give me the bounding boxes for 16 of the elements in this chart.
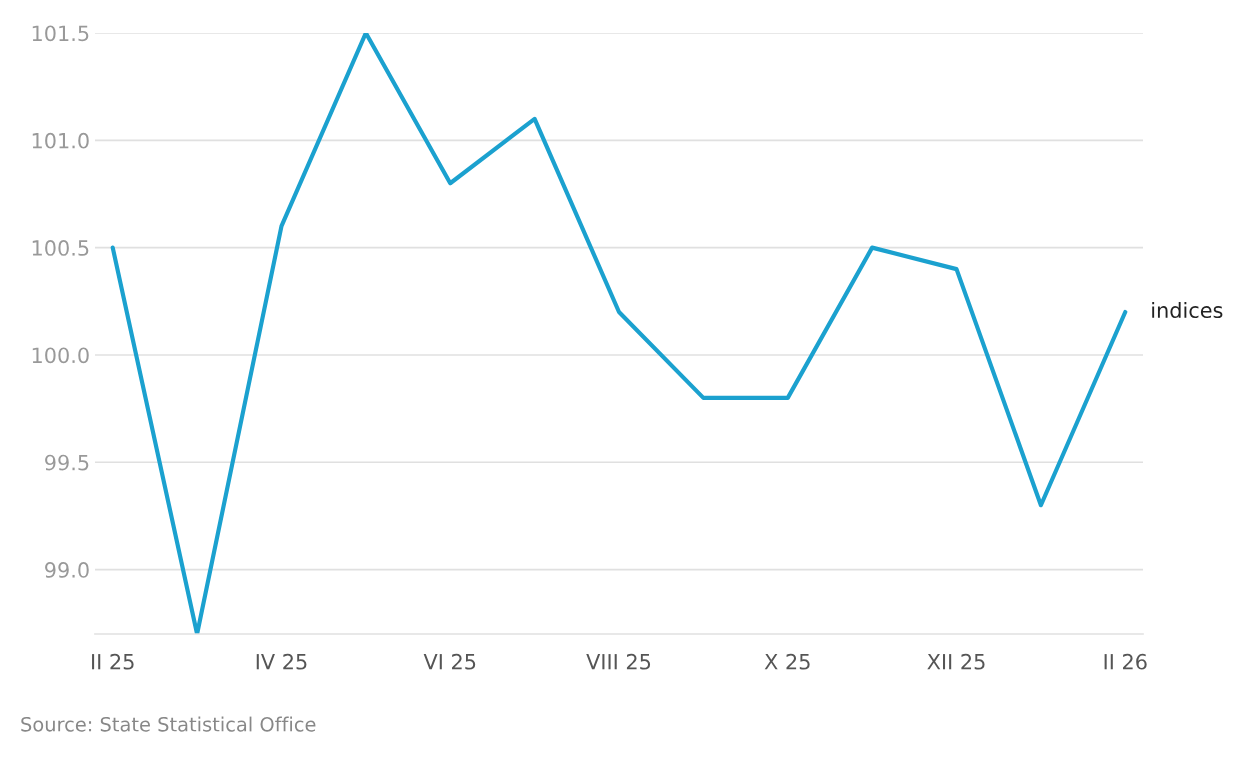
y-tick-label: 100.5 (32, 240, 89, 256)
line-series (110, 33, 1128, 634)
series-label: indices (1152, 301, 1223, 319)
x-tick-label: IV 25 (256, 653, 307, 670)
y-tick-label: 101.5 (32, 25, 89, 42)
y-tick-label: 99.5 (45, 454, 89, 471)
x-tick-label: X 25 (764, 653, 810, 670)
x-tick-label: II 26 (1104, 653, 1147, 670)
x-tick-label: VI 25 (423, 653, 476, 670)
y-tick-label: 99.0 (45, 562, 89, 578)
y-tick-label: 100.0 (32, 347, 89, 364)
source-note: Source: State Statistical Office (21, 716, 316, 732)
y-tick-label: 101.0 (32, 132, 89, 149)
x-tick-label: VIII 25 (586, 653, 651, 670)
x-tick-label: XII 25 (927, 653, 985, 670)
x-tick-label: II 25 (92, 653, 134, 670)
